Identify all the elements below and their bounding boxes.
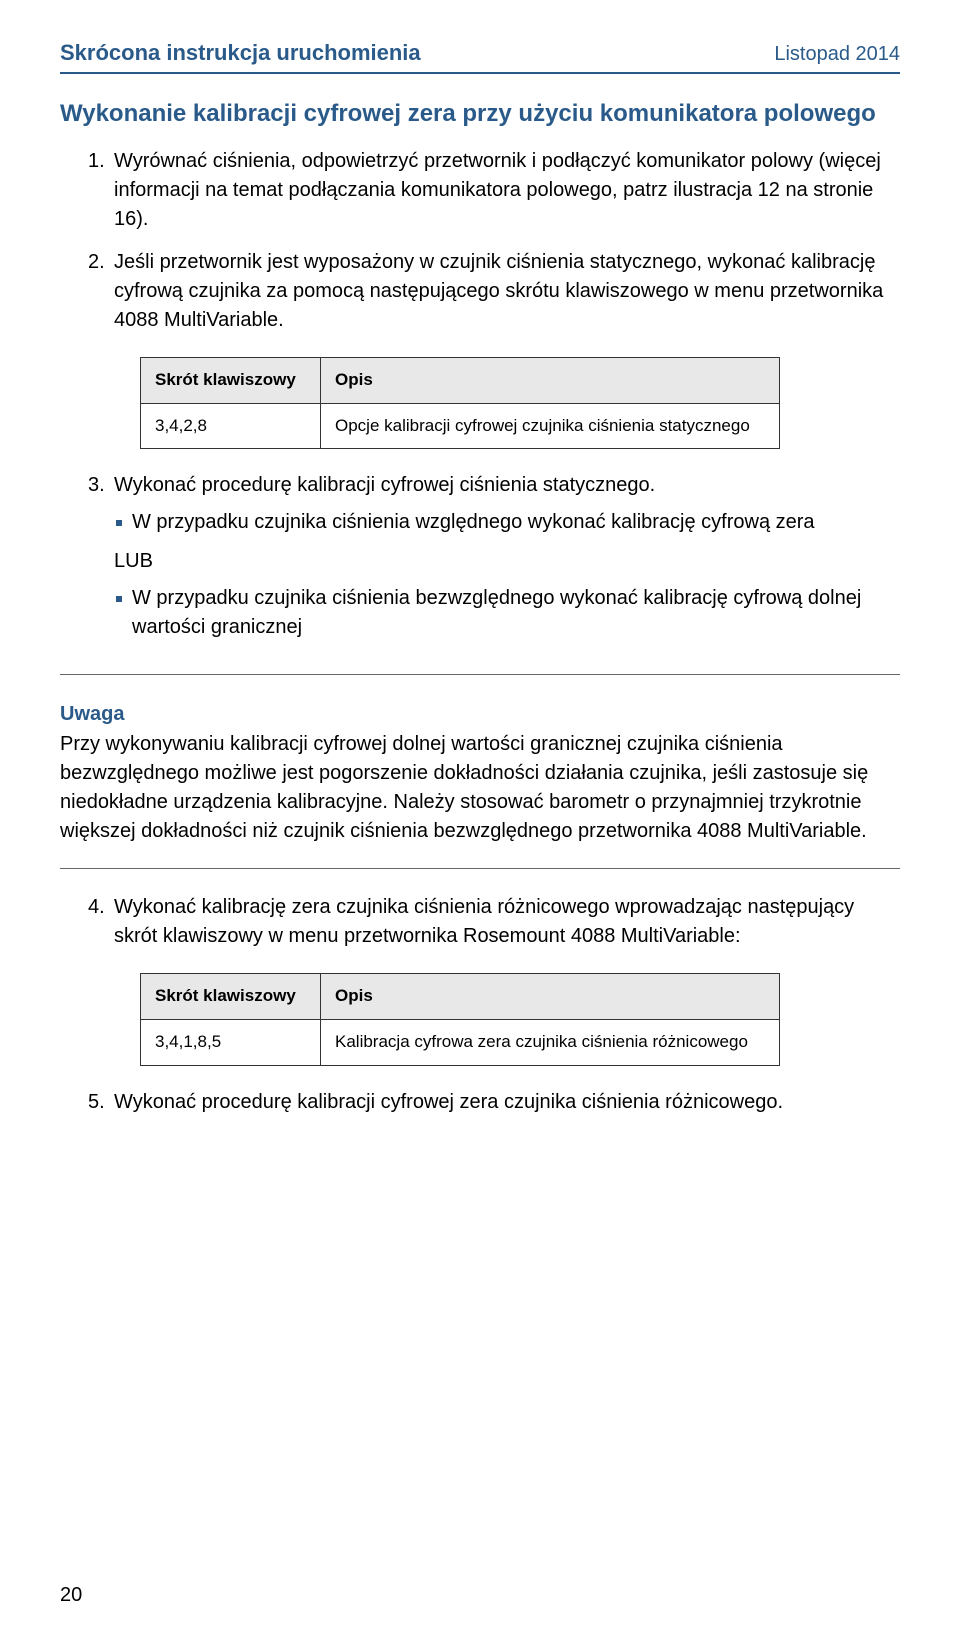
table-header-row: Skrót klawiszowy Opis: [141, 974, 780, 1020]
item-text: Jeśli przetwornik jest wyposażony w czuj…: [114, 251, 883, 331]
table-cell: Kalibracja cyfrowa zera czujnika ciśnien…: [321, 1020, 780, 1066]
list-item: 5. Wykonać procedurę kalibracji cyfrowej…: [88, 1088, 900, 1117]
column-header: Skrót klawiszowy: [141, 358, 321, 404]
item-number: 1.: [88, 147, 105, 176]
column-header: Opis: [321, 358, 780, 404]
bullet-item: W przypadku czujnika ciśnienia względneg…: [114, 508, 900, 537]
table-row: 3,4,1,8,5 Kalibracja cyfrowa zera czujni…: [141, 1020, 780, 1066]
page-header: Skrócona instrukcja uruchomienia Listopa…: [60, 40, 900, 74]
divider: [60, 674, 900, 675]
item-text: Wykonać procedurę kalibracji cyfrowej ci…: [114, 474, 655, 496]
column-header: Opis: [321, 974, 780, 1020]
column-header: Skrót klawiszowy: [141, 974, 321, 1020]
note-body: Przy wykonywaniu kalibracji cyfrowej dol…: [60, 730, 900, 869]
table: Skrót klawiszowy Opis 3,4,2,8 Opcje kali…: [140, 357, 780, 449]
table-cell: Opcje kalibracji cyfrowej czujnika ciśni…: [321, 403, 780, 449]
page-number: 20: [60, 1584, 82, 1607]
item-text: Wykonać kalibrację zera czujnika ciśnien…: [114, 896, 854, 947]
table-header-row: Skrót klawiszowy Opis: [141, 358, 780, 404]
item-text: Wyrównać ciśnienia, odpowietrzyć przetwo…: [114, 150, 881, 230]
table: Skrót klawiszowy Opis 3,4,1,8,5 Kalibrac…: [140, 973, 780, 1065]
list-item: 2. Jeśli przetwornik jest wyposażony w c…: [88, 248, 900, 449]
section-title: Wykonanie kalibracji cyfrowej zera przy …: [60, 98, 900, 129]
item-number: 5.: [88, 1088, 105, 1117]
item-text: Wykonać procedurę kalibracji cyfrowej ze…: [114, 1091, 783, 1113]
shortcut-table-1: Skrót klawiszowy Opis 3,4,2,8 Opcje kali…: [114, 357, 900, 449]
lub-separator: LUB: [114, 547, 900, 576]
table-cell: 3,4,2,8: [141, 403, 321, 449]
shortcut-table-2: Skrót klawiszowy Opis 3,4,1,8,5 Kalibrac…: [114, 973, 900, 1065]
list-item: 3. Wykonać procedurę kalibracji cyfrowej…: [88, 471, 900, 642]
list-item: 4. Wykonać kalibrację zera czujnika ciśn…: [88, 893, 900, 1065]
table-row: 3,4,2,8 Opcje kalibracji cyfrowej czujni…: [141, 403, 780, 449]
bullet-item: W przypadku czujnika ciśnienia bezwzględ…: [114, 584, 900, 642]
list-item: 1. Wyrównać ciśnienia, odpowietrzyć prze…: [88, 147, 900, 234]
item-number: 3.: [88, 471, 105, 500]
table-cell: 3,4,1,8,5: [141, 1020, 321, 1066]
bullet-list: W przypadku czujnika ciśnienia względneg…: [114, 508, 900, 537]
numbered-list-2: 4. Wykonać kalibrację zera czujnika ciśn…: [88, 893, 900, 1116]
item-number: 2.: [88, 248, 105, 277]
bullet-list: W przypadku czujnika ciśnienia bezwzględ…: [114, 584, 900, 642]
note-heading: Uwaga: [60, 703, 900, 726]
header-date: Listopad 2014: [774, 43, 900, 66]
header-title: Skrócona instrukcja uruchomienia: [60, 40, 421, 66]
item-number: 4.: [88, 893, 105, 922]
numbered-list-1: 1. Wyrównać ciśnienia, odpowietrzyć prze…: [88, 147, 900, 642]
